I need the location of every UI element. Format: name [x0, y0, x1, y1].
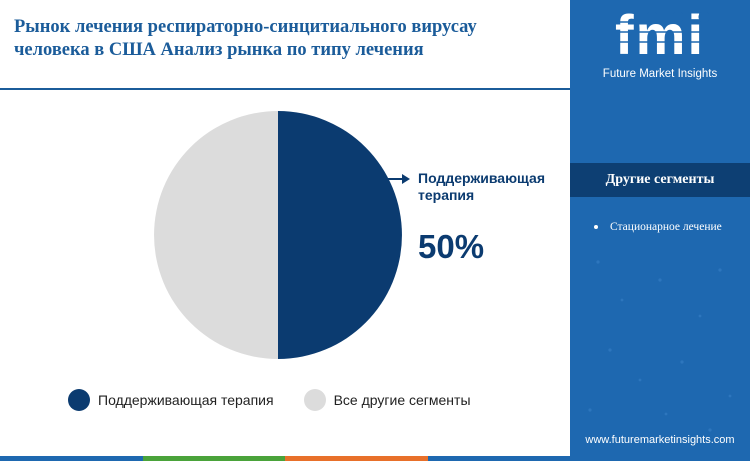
globe-icons [646, 11, 710, 23]
pie-slice-supportive [278, 111, 402, 359]
segment-list-item: Стационарное лечение [594, 221, 722, 233]
dot-pattern-decoration [588, 260, 732, 432]
logo-caption: Future Market Insights [602, 68, 718, 80]
bottom-bar-segment [0, 456, 143, 461]
legend-label-other: Все другие сегменты [333, 392, 471, 408]
segment-label: Стационарное лечение [610, 221, 722, 233]
other-segments-title: Другие сегменты [605, 172, 715, 187]
bullet-icon [594, 225, 598, 229]
website-url: www.futuremarketinsights.com [585, 434, 735, 446]
svg-text:fmi: fmi [615, 8, 705, 66]
chart-legend: Поддерживающая терапия Все другие сегмен… [68, 389, 501, 411]
bottom-color-bar [0, 456, 570, 461]
fmi-logo: fmi [594, 8, 726, 66]
title-line-2: человека в США Анализ рынка по типу лече… [14, 40, 424, 60]
other-segments-header: Другие сегменты [570, 163, 750, 197]
pie-slice-other [154, 111, 278, 359]
bottom-bar-segment [142, 456, 285, 461]
legend-label-supportive: Поддерживающая терапия [98, 392, 274, 408]
sidebar: fmi Future Market Insights Другие сегмен… [570, 0, 750, 461]
chart-title: Рынок лечения респираторно‑синцитиальног… [14, 16, 554, 62]
callout-value: 50% [418, 228, 485, 265]
bottom-bar-segment [427, 456, 570, 461]
legend-swatch-other [303, 389, 326, 411]
other-segments-list: Стационарное лечение [594, 221, 722, 233]
pie-chart [154, 111, 410, 359]
legend-item-other: Все другие сегменты [303, 389, 471, 411]
callout-label: Поддерживающая терапия [418, 170, 545, 203]
bottom-bar-segment [285, 456, 428, 461]
title-divider [0, 88, 570, 90]
legend-item-supportive: Поддерживающая терапия [68, 389, 274, 411]
title-line-1: Рынок лечения респираторно‑синцитиальног… [14, 17, 477, 37]
callout-arrow [386, 174, 410, 184]
legend-swatch-supportive [68, 389, 90, 411]
